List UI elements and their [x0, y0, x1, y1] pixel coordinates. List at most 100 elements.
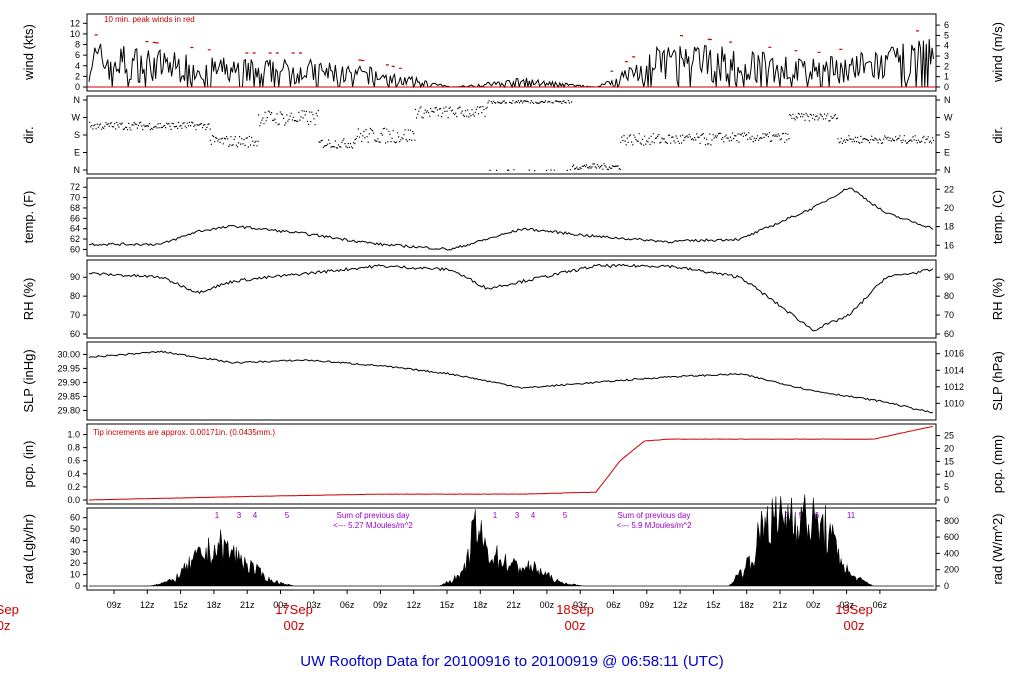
temp-left-tick-label: 72 [70, 182, 80, 192]
rad-right-tick-label: 800 [944, 516, 959, 526]
rad-sum-label-1: Sum of previous day [337, 511, 410, 520]
wind-right-tick-label: 4 [944, 41, 949, 51]
slp-left-tick-label: 29.80 [57, 405, 80, 415]
hour-tick-label: 18z [739, 600, 754, 610]
rad-left-tick-label: 0 [75, 581, 80, 591]
hour-tick-label: 00z [273, 600, 288, 610]
dir-ylabel-right: dir. [990, 126, 1005, 143]
rh-ylabel-right: RH (%) [990, 278, 1005, 321]
rad-marker-day1: 4 [253, 511, 258, 520]
rad-marker-day2: 1 [493, 511, 498, 520]
rad-right-tick-label: 400 [944, 548, 959, 558]
hour-tick-label: 00z [540, 600, 555, 610]
temp-left-tick-label: 60 [70, 244, 80, 254]
hour-tick-label: 21z [506, 600, 521, 610]
rad-marker-day1: 1 [215, 511, 220, 520]
dir-left-tick-label: E [74, 148, 80, 158]
rad-marker-day2: 4 [531, 511, 536, 520]
temp-right-tick-label: 18 [944, 222, 954, 232]
pcp-left-tick-label: 0.0 [67, 495, 80, 505]
rh-left-tick-label: 90 [70, 272, 80, 282]
pcp-right-tick-label: 10 [944, 469, 954, 479]
rh-left-tick-label: 60 [70, 329, 80, 339]
slp-right-tick-label: 1016 [944, 349, 964, 359]
rad-sum-label-2: Sum of previous day [618, 511, 691, 520]
hour-tick-label: 15z [173, 600, 188, 610]
dir-left-tick-label: N [74, 165, 81, 175]
dir-right-tick-label: W [944, 113, 953, 123]
rad-sum-value-1: <--- 5.27 MJoules/m^2 [333, 521, 413, 530]
pcp-left-tick-label: 0.8 [67, 443, 80, 453]
wind-peak-marks [94, 30, 920, 72]
rh-right-tick-label: 80 [944, 291, 954, 301]
wind-left-tick-label: 4 [75, 61, 80, 71]
page-title: UW Rooftop Data for 20100916 to 20100919… [300, 653, 724, 670]
hour-tick-label: 00z [806, 600, 821, 610]
pcp-right-tick-label: 20 [944, 443, 954, 453]
wind-right-tick-label: 1 [944, 72, 949, 82]
hour-tick-label: 18z [207, 600, 222, 610]
wind-ylabel-right: wind (m/s) [990, 22, 1005, 83]
rh-right-tick-label: 90 [944, 272, 954, 282]
wind-left-tick-label: 8 [75, 40, 80, 50]
panel-frames [86, 13, 937, 591]
dir-right-tick-label: E [944, 148, 950, 158]
slp-right-tick-label: 1014 [944, 365, 964, 375]
wind-left-tick-label: 2 [75, 71, 80, 81]
rad-marker-day1: 5 [285, 511, 290, 520]
day-label: 19Sep [835, 602, 873, 617]
temp-ylabel-left: temp. (F) [21, 191, 36, 244]
rad-marker-day2: 3 [515, 511, 520, 520]
day-label: 18Sep [556, 602, 594, 617]
day-hour-label: 00z [284, 618, 305, 633]
rad-left-tick-label: 10 [70, 570, 80, 580]
dir-right-tick-label: N [944, 165, 951, 175]
rad-right-tick-label: 600 [944, 532, 959, 542]
rad-marker-day3: 11 [847, 511, 856, 520]
dir-left-tick-label: W [72, 113, 81, 123]
rh-ylabel-left: RH (%) [21, 278, 36, 321]
rad-marker-day1: 3 [237, 511, 242, 520]
y-axis-labels: wind (kts) wind (m/s) dir. dir. temp. (F… [21, 22, 1005, 585]
rad-left-tick-label: 60 [70, 513, 80, 523]
wind-left-tick-label: 6 [75, 50, 80, 60]
rad-left-tick-label: 20 [70, 558, 80, 568]
rad-ylabel-left: rad (Lgly/hr) [21, 514, 36, 584]
rad-sum-value-2: <--- 5.9 MJoules/m^2 [616, 521, 692, 530]
rad-right-tick-label: 0 [944, 581, 949, 591]
temp-left-tick-label: 66 [70, 213, 80, 223]
slp-left-tick-label: 30.00 [57, 349, 80, 359]
hour-tick-label: 15z [440, 600, 455, 610]
humidity-line [88, 263, 934, 332]
pcp-panel [86, 423, 937, 505]
temp-left-tick-label: 62 [70, 234, 80, 244]
temp-panel [86, 177, 937, 257]
dir-right-tick-label: N [944, 95, 951, 105]
rh-left-tick-label: 80 [70, 291, 80, 301]
wind-right-tick-label: 5 [944, 30, 949, 40]
day-label: 16Sep [0, 602, 19, 617]
hour-tick-label: 21z [773, 600, 788, 610]
wind-right-tick-label: 6 [944, 20, 949, 30]
temp-ylabel-right: temp. (C) [990, 190, 1005, 244]
hour-tick-label: 09z [373, 600, 388, 610]
rad-panel [86, 507, 937, 591]
hour-tick-label: 12z [140, 600, 155, 610]
temperature-line [88, 187, 934, 251]
rh-left-tick-label: 70 [70, 310, 80, 320]
wind-left-tick-label: 12 [70, 18, 80, 28]
pcp-tip-note: Tip increments are approx. 0.00171in. (0… [93, 428, 275, 437]
pcp-left-tick-label: 1.0 [67, 430, 80, 440]
rh-right-tick-label: 60 [944, 329, 954, 339]
pcp-right-tick-label: 5 [944, 482, 949, 492]
slp-left-tick-label: 29.95 [57, 363, 80, 373]
pcp-ylabel-right: pcp. (mm) [990, 435, 1005, 494]
dir-left-tick-label: S [74, 130, 80, 140]
temp-left-tick-label: 68 [70, 203, 80, 213]
wind-right-tick-label: 2 [944, 61, 949, 71]
wind-peak-note: 10 min. peak winds in red [104, 15, 195, 24]
hour-tick-label: 09z [107, 600, 122, 610]
temp-right-tick-label: 16 [944, 240, 954, 250]
wind-panel [86, 13, 937, 92]
